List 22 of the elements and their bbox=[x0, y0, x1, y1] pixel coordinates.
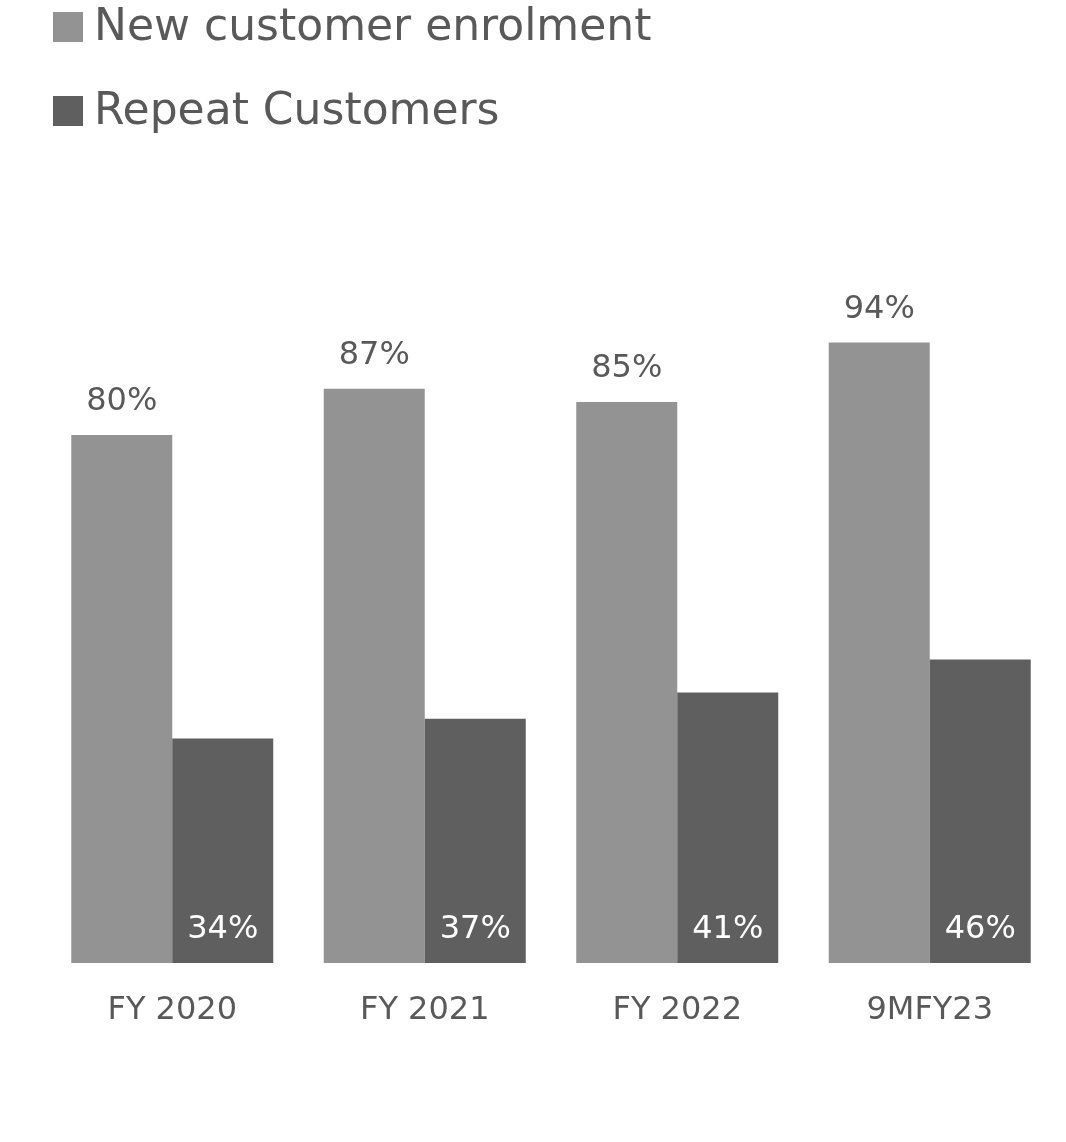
bar bbox=[172, 738, 274, 963]
x-tick-label: FY 2022 bbox=[612, 988, 743, 1027]
bar bbox=[929, 659, 1031, 963]
bar bbox=[71, 435, 173, 963]
bar bbox=[576, 402, 678, 963]
legend-label: New customer enrolment bbox=[94, 0, 652, 50]
bar bbox=[323, 388, 425, 963]
bar bbox=[828, 342, 930, 963]
x-tick-label: FY 2021 bbox=[359, 988, 490, 1027]
data-label: 41% bbox=[692, 908, 764, 946]
bar bbox=[424, 718, 526, 963]
x-tick-label: FY 2020 bbox=[107, 988, 238, 1027]
data-label: 85% bbox=[591, 347, 663, 385]
data-label: 46% bbox=[944, 908, 1016, 946]
data-label: 34% bbox=[187, 908, 259, 946]
data-label: 80% bbox=[86, 380, 158, 418]
data-label: 37% bbox=[439, 908, 511, 946]
data-label: 87% bbox=[338, 333, 410, 372]
bar bbox=[677, 692, 779, 963]
legend-label: Repeat Customers bbox=[94, 83, 500, 134]
x-tick-label: 9MFY23 bbox=[866, 988, 994, 1027]
data-label: 94% bbox=[843, 287, 915, 326]
